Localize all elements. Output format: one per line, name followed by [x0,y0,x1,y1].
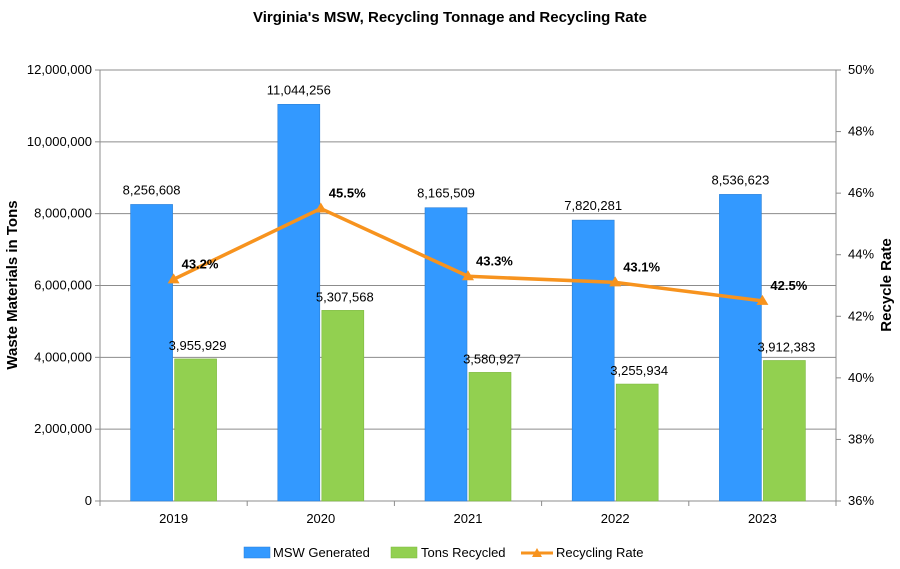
y2-tick-label: 50% [848,62,874,77]
legend-label-rate: Recycling Rate [556,545,643,560]
legend-swatch-recycled [390,546,418,559]
legend-item-recycled: Tons Recycled [390,545,506,560]
y2-tick-label: 42% [848,308,874,323]
label-recycled-2021: 3,580,927 [463,351,521,366]
label-recycled-2022: 3,255,934 [610,363,668,378]
x-tick-label: 2021 [454,511,483,526]
y2-tick-label: 38% [848,431,874,446]
label-recycled-2023: 3,912,383 [757,339,815,354]
y2-tick-label: 40% [848,370,874,385]
rate-label-2019: 43.2% [182,256,219,271]
x-tick-label: 2019 [159,511,188,526]
x-tick-label: 2020 [306,511,335,526]
legend: MSW Generated Tons Recycled Recycling Ra… [243,545,643,560]
x-axis-ticks: 2019 2020 2021 2022 2023 [159,511,777,526]
legend-label-msw: MSW Generated [273,545,370,560]
y-tick-label: 0 [85,493,92,508]
rate-labels: 43.2% 45.5% 43.3% 43.1% 42.5% [182,186,808,293]
legend-label-recycled: Tons Recycled [421,545,506,560]
gridlines [95,69,841,506]
x-tick-label: 2023 [748,511,777,526]
y-tick-label: 8,000,000 [34,206,92,221]
bar-msw-2020 [277,104,321,502]
label-msw-2021: 8,165,509 [417,186,475,201]
bar-msw-2021 [424,207,468,502]
rate-label-2020: 45.5% [329,186,366,201]
y2-axis-title: Recycle Rate [878,238,895,331]
y-tick-label: 6,000,000 [34,278,92,293]
bar-msw-2019 [130,204,173,502]
legend-item-rate: Recycling Rate [521,545,643,560]
label-msw-2023: 8,536,623 [711,172,769,187]
legend-swatch-msw [243,546,271,559]
bar-recycled-2021 [468,372,512,502]
y2-axis-ticks: 36% 38% 40% 42% 44% 46% 48% 50% [848,62,874,508]
label-msw-2022: 7,820,281 [564,198,622,213]
rate-marker-2022 [609,276,622,287]
rate-marker-2023 [756,294,769,305]
bar-msw-2023 [719,194,762,502]
bar-recycled-2023 [763,360,806,502]
rate-marker-2019 [167,273,180,284]
chart-title: Virginia's MSW, Recycling Tonnage and Re… [253,9,647,26]
recycling-rate-line [167,202,769,305]
y-axis-ticks: 0 2,000,000 4,000,000 6,000,000 8,000,000 10,… [27,62,92,508]
y-tick-label: 4,000,000 [34,349,92,364]
y2-tick-label: 46% [848,185,874,200]
legend-item-msw: MSW Generated [243,545,370,560]
label-msw-2019: 8,256,608 [123,182,181,197]
label-recycled-2019: 3,955,929 [169,338,227,353]
y2-tick-label: 36% [848,493,874,508]
y-tick-label: 12,000,000 [27,62,92,77]
rate-label-2022: 43.1% [623,259,660,274]
y-axis-title: Waste Materials in Tons [4,200,21,369]
rate-label-2021: 43.3% [476,253,513,268]
y2-tick-label: 44% [848,247,874,262]
bar-msw-2022 [571,219,615,502]
label-msw-2020: 11,044,256 [267,82,331,97]
rate-marker-2020 [314,202,327,213]
x-tick-label: 2022 [601,511,630,526]
bar-labels: 8,256,608 3,955,929 11,044,256 5,307,568 8,1… [123,82,816,378]
rate-line [172,206,763,303]
rate-marker-2021 [462,270,474,281]
bar-recycled-2022 [615,383,659,502]
bars [130,104,806,502]
rate-label-2023: 42.5% [770,278,807,293]
y2-tick-label: 48% [848,124,874,139]
bar-recycled-2020 [321,310,365,502]
label-recycled-2020: 5,307,568 [316,289,374,304]
y-tick-label: 10,000,000 [27,134,92,149]
bar-recycled-2019 [174,358,217,502]
legend-marker-rate [532,548,542,557]
y-tick-label: 2,000,000 [34,421,92,436]
